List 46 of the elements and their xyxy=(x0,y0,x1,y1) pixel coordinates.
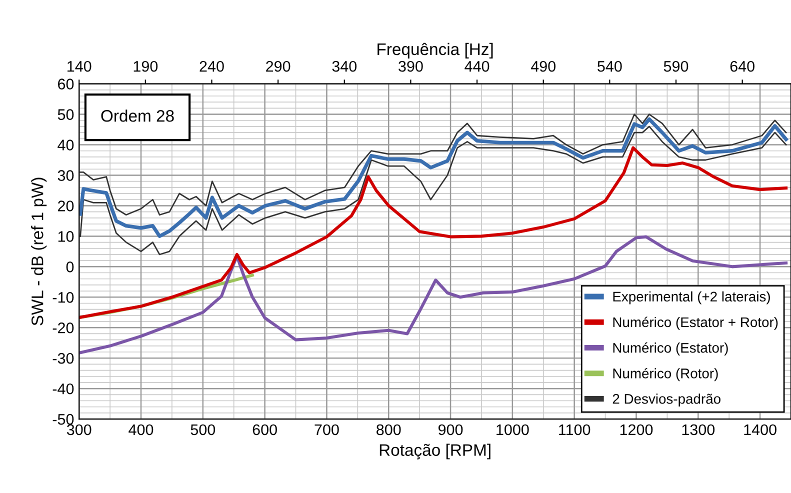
x-tick-label: 400 xyxy=(128,424,154,436)
x2-tick-label: 590 xyxy=(664,60,688,72)
x-tick-label: 1000 xyxy=(496,424,529,436)
x-tick-label: 1100 xyxy=(559,424,590,436)
x2-tick-label: 440 xyxy=(464,60,490,72)
y-tick-label: 50 xyxy=(58,109,74,120)
x2-tick-label: 640 xyxy=(730,60,754,72)
legend-label: Numérico (Estator + Rotor) xyxy=(613,316,778,330)
x2-tick-label: 540 xyxy=(598,60,622,72)
x-tick-label: 1400 xyxy=(744,424,776,436)
x-tick-label: 700 xyxy=(314,424,339,436)
y-tick-label: 60 xyxy=(58,78,74,90)
x-tick-label: 1300 xyxy=(682,424,715,436)
x-tick-label: 300 xyxy=(66,424,92,436)
y-axis-title: SWL - dB (ref 1 pW) xyxy=(31,178,47,326)
x2-tick-label: 490 xyxy=(530,60,556,72)
legend-label: Numérico (Estator) xyxy=(613,342,728,356)
y-tick-label: -20 xyxy=(52,322,74,334)
x-tick-label: 900 xyxy=(438,424,463,436)
y-tick-label: 0 xyxy=(66,262,74,272)
y-tick-label: -50 xyxy=(52,414,74,425)
x2-tick-label: 390 xyxy=(398,60,423,72)
x2-tick-label: 140 xyxy=(68,60,92,72)
y-tick-label: 30 xyxy=(58,170,74,181)
annotation: Ordem 28 xyxy=(101,110,174,122)
x-tick-label: 800 xyxy=(376,424,401,436)
y-tick-label: -40 xyxy=(52,383,74,394)
x-tick-label: 600 xyxy=(252,424,277,436)
x-axis-title: Rotação [RPM] xyxy=(380,444,490,460)
y-tick-label: -30 xyxy=(52,352,74,364)
x2-tick-label: 290 xyxy=(266,60,290,72)
legend-label: Experimental (+2 laterais) xyxy=(613,291,770,304)
y-tick-label: 10 xyxy=(58,231,74,242)
legend-label: Numérico (Rotor) xyxy=(613,368,718,382)
x-tick-label: 500 xyxy=(190,424,216,436)
line-series xyxy=(79,235,788,354)
x2-tick-label: 190 xyxy=(134,60,158,72)
x2-tick-label: 340 xyxy=(332,60,357,72)
y-tick-label: -10 xyxy=(52,292,74,303)
y-tick-label: 20 xyxy=(58,200,74,212)
line-series xyxy=(80,126,787,256)
x2-tick-label: 240 xyxy=(200,60,224,72)
legend-label: 2 Desvios-padrão xyxy=(612,394,720,407)
x2-axis-title: Frequência [Hz] xyxy=(378,42,493,58)
y-tick-label: 40 xyxy=(58,140,74,150)
x-tick-label: 1200 xyxy=(620,424,653,436)
